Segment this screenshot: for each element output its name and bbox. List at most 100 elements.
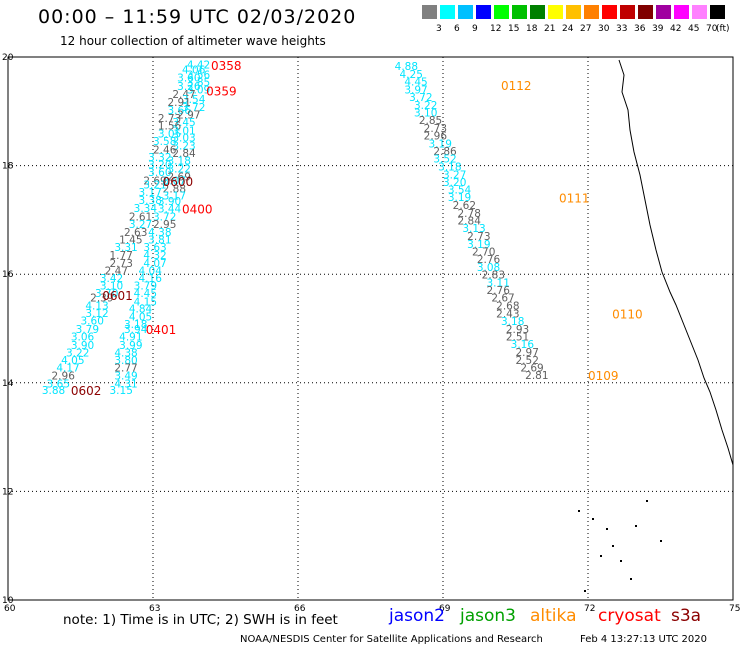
wave-height-point: 3.45 bbox=[172, 117, 195, 129]
wave-height-point: 3.12 bbox=[85, 308, 108, 320]
wave-height-point: 3.70 bbox=[95, 288, 118, 300]
wave-height-point: 3.20 bbox=[443, 177, 466, 189]
pass-time-label: 0400 bbox=[182, 202, 213, 216]
wave-height-point: 2.97 bbox=[177, 110, 200, 122]
wave-height-point: 3.10 bbox=[414, 107, 437, 119]
wave-height-point: 3.38 bbox=[139, 195, 162, 207]
wave-height-point: 4.07 bbox=[143, 258, 166, 270]
wave-height-point: 3.03 bbox=[172, 132, 195, 144]
legend-label: 42 bbox=[670, 24, 682, 34]
wave-height-point: 3.11 bbox=[487, 277, 510, 289]
wave-height-point: 2.73 bbox=[467, 231, 490, 243]
satellite-jason2-label: jason2 bbox=[389, 606, 445, 626]
wave-height-point: 3.17 bbox=[139, 187, 162, 199]
wave-height-point: 2.76 bbox=[477, 254, 501, 266]
wave-height-point: 2.47 bbox=[172, 89, 195, 101]
wave-height-point: 3.90 bbox=[71, 340, 94, 352]
legend-label: 39 bbox=[652, 24, 664, 34]
map-subtitle: 12 hour collection of altimeter wave hei… bbox=[60, 34, 326, 48]
wave-height-point: 3.16 bbox=[511, 339, 535, 351]
pass-time-label: 0600 bbox=[163, 175, 194, 189]
legend-label: 27 bbox=[580, 24, 592, 34]
wave-height-point: 2.93 bbox=[506, 324, 529, 336]
wave-height-point: 2.96 bbox=[424, 131, 448, 143]
wave-height-point: 2.69 bbox=[520, 363, 543, 375]
legend-label: 3 bbox=[436, 24, 442, 34]
wave-height-point: 3.72 bbox=[409, 92, 432, 104]
y-tick-label: 20 bbox=[2, 53, 14, 63]
map-frame bbox=[7, 56, 734, 601]
legend-unit: (ft) bbox=[716, 24, 730, 34]
y-tick-label: 18 bbox=[2, 162, 14, 172]
legend-swatch bbox=[458, 5, 473, 19]
wave-height-point: 2.63 bbox=[124, 227, 147, 239]
legend-swatch bbox=[530, 5, 545, 19]
wave-height-point: 3.34 bbox=[134, 203, 158, 215]
wave-height-point: 3.63 bbox=[143, 242, 166, 254]
wave-height-point: 2.77 bbox=[114, 363, 137, 375]
wave-height-point: 4.13 bbox=[85, 301, 108, 313]
legend-swatch bbox=[620, 5, 635, 19]
island bbox=[646, 500, 648, 502]
wave-height-point: 3.13 bbox=[462, 223, 485, 235]
legend-label: 15 bbox=[508, 24, 520, 34]
wave-height-point: 3.60 bbox=[148, 167, 171, 179]
legend-swatch bbox=[692, 5, 707, 19]
wave-height-point: 2.69 bbox=[143, 175, 166, 187]
wave-height-point: 3.23 bbox=[172, 141, 195, 153]
wave-height-point: 3.26 bbox=[177, 81, 201, 93]
wave-height-point: 3.58 bbox=[153, 136, 176, 148]
wave-height-point: 4.91 bbox=[119, 332, 142, 344]
legend-swatch bbox=[548, 5, 563, 19]
wave-height-point: 2.52 bbox=[516, 355, 539, 367]
wave-height-point: 2.76 bbox=[487, 285, 511, 297]
wave-height-point: 4.32 bbox=[143, 250, 166, 262]
wave-height-point: 3.79 bbox=[76, 324, 99, 336]
wave-height-point: 1.77 bbox=[110, 250, 133, 262]
wave-height-point: 3.20 bbox=[148, 160, 171, 172]
pass-time-label: 0111 bbox=[559, 192, 590, 206]
wave-height-point: 4.88 bbox=[395, 61, 418, 73]
wave-height-point: 3.18 bbox=[168, 156, 191, 168]
wave-height-point: 2.84 bbox=[458, 215, 482, 227]
island bbox=[578, 510, 580, 512]
wave-height-point: 4.84 bbox=[129, 303, 153, 315]
x-tick-label: 60 bbox=[4, 604, 16, 614]
wave-height-point: 3.27 bbox=[443, 169, 466, 181]
wave-height-point: 2.95 bbox=[153, 219, 176, 231]
wave-height-point: 2.67 bbox=[491, 293, 514, 305]
pass-time-label: 0401 bbox=[146, 323, 177, 337]
wave-height-point: 2.96 bbox=[52, 371, 76, 383]
wave-height-point: 4.05 bbox=[129, 312, 152, 324]
wave-height-point: 1.45 bbox=[119, 234, 142, 246]
x-tick-label: 66 bbox=[294, 604, 306, 614]
wave-height-point: 3.27 bbox=[129, 219, 152, 231]
wave-height-point: 2.46 bbox=[153, 144, 177, 156]
wave-height-point: 4.06 bbox=[182, 64, 206, 76]
wave-height-point: 2.88 bbox=[163, 183, 186, 195]
wave-height-point: 3.18 bbox=[124, 319, 147, 331]
wave-height-point: 2.68 bbox=[496, 301, 519, 313]
legend-label: 70 bbox=[706, 24, 718, 34]
x-tick-label: 69 bbox=[439, 604, 451, 614]
legend-label: 45 bbox=[688, 24, 700, 34]
satellite-cryosat-label: cryosat bbox=[598, 606, 661, 626]
wave-height-point: 2.81 bbox=[525, 370, 548, 382]
legend-swatch bbox=[422, 5, 437, 19]
legend-swatch bbox=[602, 5, 617, 19]
wave-height-point: 2.69 bbox=[168, 171, 191, 183]
wave-height-point: 1.56 bbox=[158, 120, 182, 132]
wave-height-point: 2.97 bbox=[516, 347, 539, 359]
legend-label: 36 bbox=[634, 24, 646, 34]
wave-height-point: 4.05 bbox=[61, 355, 84, 367]
wave-height-point: 4.45 bbox=[134, 288, 157, 300]
wave-height-point: 2.91 bbox=[168, 97, 191, 109]
island bbox=[592, 518, 594, 520]
island bbox=[620, 560, 622, 562]
pass-time-label: 0359 bbox=[206, 85, 237, 99]
wave-height-point: 3.01 bbox=[172, 125, 195, 137]
wave-height-point: 2.73 bbox=[424, 123, 447, 135]
legend-swatch bbox=[710, 5, 725, 19]
island bbox=[635, 525, 637, 527]
